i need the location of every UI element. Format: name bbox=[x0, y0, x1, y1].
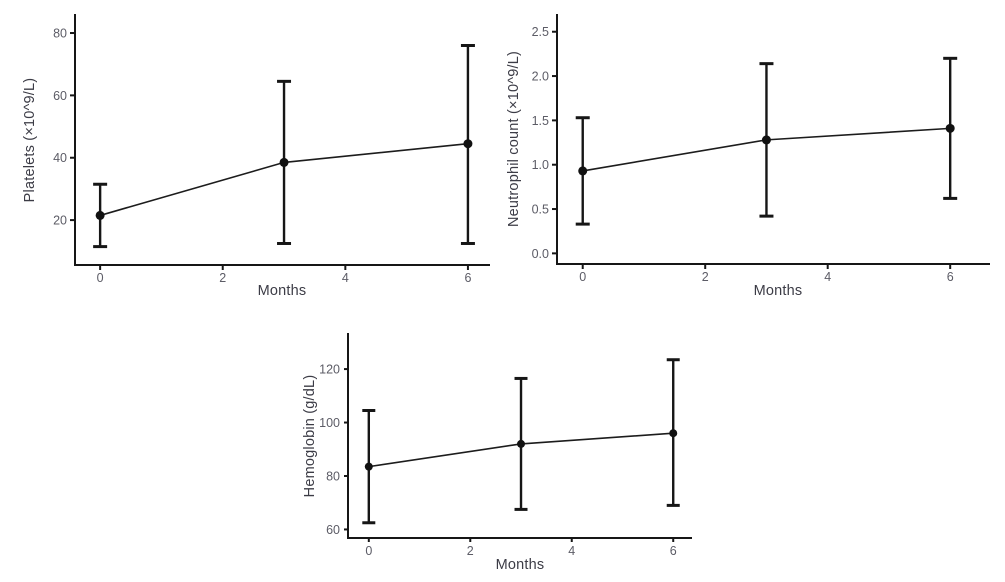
svg-text:0.0: 0.0 bbox=[532, 247, 549, 261]
svg-text:1.0: 1.0 bbox=[532, 158, 549, 172]
svg-text:0.5: 0.5 bbox=[532, 203, 549, 217]
hemoglobin-chart-panel: 60 80 100 120 0 2 4 6 Hemoglobin (g/dL) Months bbox=[280, 310, 790, 582]
svg-text:0: 0 bbox=[97, 271, 104, 285]
svg-text:60: 60 bbox=[326, 523, 340, 537]
svg-text:0: 0 bbox=[579, 270, 586, 284]
svg-text:2.0: 2.0 bbox=[532, 70, 549, 84]
svg-text:2: 2 bbox=[219, 271, 226, 285]
svg-text:4: 4 bbox=[342, 271, 349, 285]
svg-text:6: 6 bbox=[464, 271, 471, 285]
neutrophil-chart-panel: 0.0 0.5 1.0 1.5 2.0 2.5 0 2 4 6 Neutrophil count … bbox=[500, 0, 1005, 310]
svg-text:120: 120 bbox=[319, 363, 340, 377]
svg-text:80: 80 bbox=[53, 27, 67, 41]
neutrophil-y-axis-title: Neutrophil count (×10^9/L) bbox=[506, 50, 522, 228]
svg-text:1.5: 1.5 bbox=[532, 114, 549, 128]
svg-text:60: 60 bbox=[53, 89, 67, 103]
svg-text:100: 100 bbox=[319, 416, 340, 430]
neutrophil-x-axis-title: Months bbox=[753, 283, 803, 299]
neutrophil-chart-canvas: 0.0 0.5 1.0 1.5 2.0 2.5 0 2 4 6 bbox=[532, 14, 990, 284]
svg-text:20: 20 bbox=[53, 214, 67, 228]
svg-text:6: 6 bbox=[670, 544, 677, 558]
svg-text:4: 4 bbox=[824, 270, 831, 284]
svg-text:0: 0 bbox=[365, 544, 372, 558]
hemoglobin-x-axis-title: Months bbox=[495, 557, 545, 573]
svg-text:2.5: 2.5 bbox=[532, 25, 549, 39]
svg-text:4: 4 bbox=[568, 544, 575, 558]
platelets-chart-panel: 20 40 60 80 0 2 4 6 Platelets (×10^9/L) Months bbox=[0, 0, 500, 310]
hemoglobin-chart-canvas: 60 80 100 120 0 2 4 6 bbox=[319, 333, 692, 558]
platelets-chart-canvas: 20 40 60 80 0 2 4 6 bbox=[53, 14, 490, 285]
svg-text:40: 40 bbox=[53, 151, 67, 165]
platelets-x-axis-title: Months bbox=[257, 283, 307, 299]
platelets-y-axis-title: Platelets (×10^9/L) bbox=[22, 77, 38, 203]
svg-text:2: 2 bbox=[702, 270, 709, 284]
svg-text:6: 6 bbox=[947, 270, 954, 284]
svg-text:2: 2 bbox=[467, 544, 474, 558]
svg-text:80: 80 bbox=[326, 469, 340, 483]
hemoglobin-y-axis-title: Hemoglobin (g/dL) bbox=[302, 374, 318, 498]
